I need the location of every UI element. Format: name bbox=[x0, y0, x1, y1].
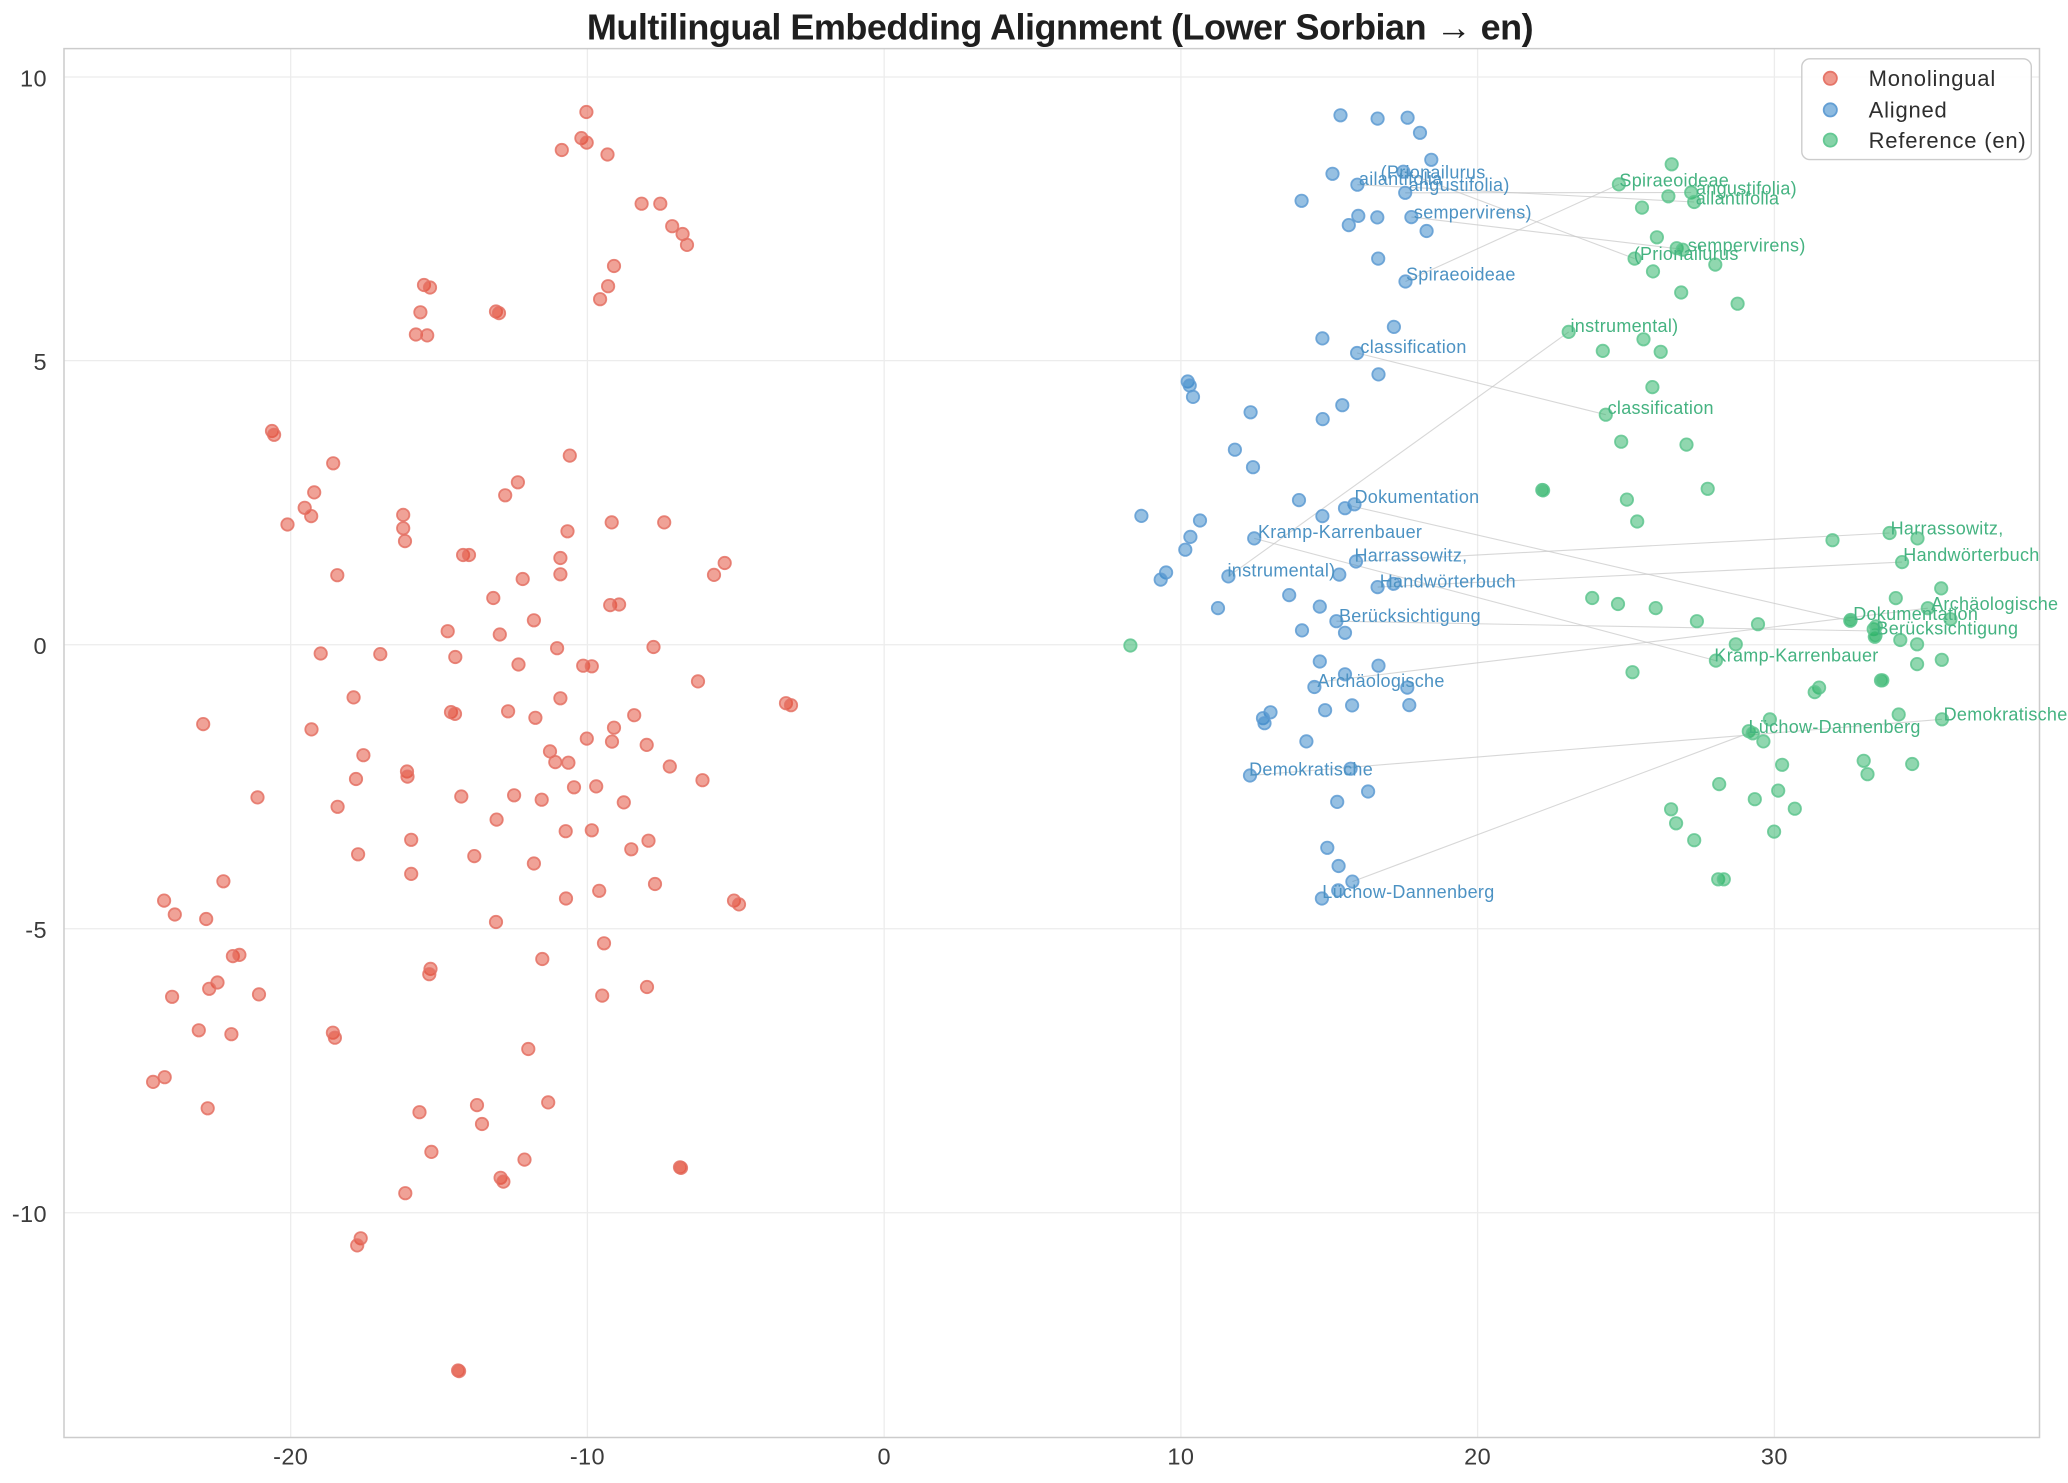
svg-text:Multilingual Embedding Alignme: Multilingual Embedding Alignment (Lower … bbox=[587, 7, 1533, 48]
svg-text:Kramp-Karrenbauer: Kramp-Karrenbauer bbox=[1714, 645, 1878, 665]
svg-text:Harrassowitz,: Harrassowitz, bbox=[1355, 545, 1468, 565]
svg-text:classification: classification bbox=[1608, 398, 1714, 418]
svg-text:Spiraeoideae: Spiraeoideae bbox=[1619, 170, 1729, 190]
svg-text:10: 10 bbox=[1167, 1443, 1194, 1469]
svg-text:Dokumentation: Dokumentation bbox=[1853, 604, 1978, 624]
svg-text:20: 20 bbox=[1464, 1443, 1491, 1469]
svg-text:ailantifolia: ailantifolia bbox=[1359, 169, 1443, 189]
svg-text:-10: -10 bbox=[12, 1201, 47, 1227]
svg-text:-10: -10 bbox=[570, 1443, 605, 1469]
svg-text:0: 0 bbox=[877, 1443, 890, 1469]
svg-text:Lüchow-Dannenberg: Lüchow-Dannenberg bbox=[1322, 882, 1494, 902]
svg-text:Berücksichtigung: Berücksichtigung bbox=[1339, 606, 1481, 626]
svg-text:instrumental): instrumental) bbox=[1571, 316, 1679, 336]
svg-text:sempervirens): sempervirens) bbox=[1688, 236, 1806, 256]
svg-text:Demokratische: Demokratische bbox=[1944, 705, 2068, 725]
svg-text:ailantifolia: ailantifolia bbox=[1696, 189, 1780, 209]
svg-text:Archäologische: Archäologische bbox=[1931, 594, 2058, 614]
svg-text:instrumental): instrumental) bbox=[1228, 561, 1336, 581]
svg-text:0: 0 bbox=[34, 633, 47, 659]
svg-text:Dokumentation: Dokumentation bbox=[1355, 487, 1480, 507]
svg-text:Monolingual: Monolingual bbox=[1869, 66, 1996, 91]
svg-text:Berücksichtigung: Berücksichtigung bbox=[1876, 618, 2018, 638]
svg-text:(Prionailurus: (Prionailurus bbox=[1381, 163, 1486, 183]
svg-text:(Prionailurus: (Prionailurus bbox=[1634, 244, 1739, 264]
svg-text:angustifolia): angustifolia) bbox=[1696, 179, 1797, 199]
svg-text:Reference (en): Reference (en) bbox=[1869, 128, 2027, 153]
svg-text:sempervirens): sempervirens) bbox=[1414, 203, 1532, 223]
svg-text:Harrassowitz,: Harrassowitz, bbox=[1891, 519, 2004, 539]
svg-text:Demokratische: Demokratische bbox=[1249, 760, 1373, 780]
svg-text:30: 30 bbox=[1761, 1443, 1788, 1469]
svg-text:angustifolia): angustifolia) bbox=[1409, 175, 1510, 195]
svg-text:Archäologische: Archäologische bbox=[1317, 671, 1444, 691]
svg-text:-20: -20 bbox=[273, 1443, 308, 1469]
svg-text:classification: classification bbox=[1360, 337, 1466, 357]
svg-text:Kramp-Karrenbauer: Kramp-Karrenbauer bbox=[1258, 522, 1422, 542]
svg-text:5: 5 bbox=[34, 349, 47, 375]
svg-text:Lüchow-Dannenberg: Lüchow-Dannenberg bbox=[1749, 717, 1921, 737]
svg-text:Handwörterbuch: Handwörterbuch bbox=[1903, 545, 2039, 565]
svg-text:Spiraeoideae: Spiraeoideae bbox=[1406, 264, 1516, 284]
svg-text:-5: -5 bbox=[25, 917, 47, 943]
svg-text:Handwörterbuch: Handwörterbuch bbox=[1380, 572, 1516, 592]
svg-text:Aligned: Aligned bbox=[1869, 98, 1948, 123]
svg-text:10: 10 bbox=[20, 65, 47, 91]
